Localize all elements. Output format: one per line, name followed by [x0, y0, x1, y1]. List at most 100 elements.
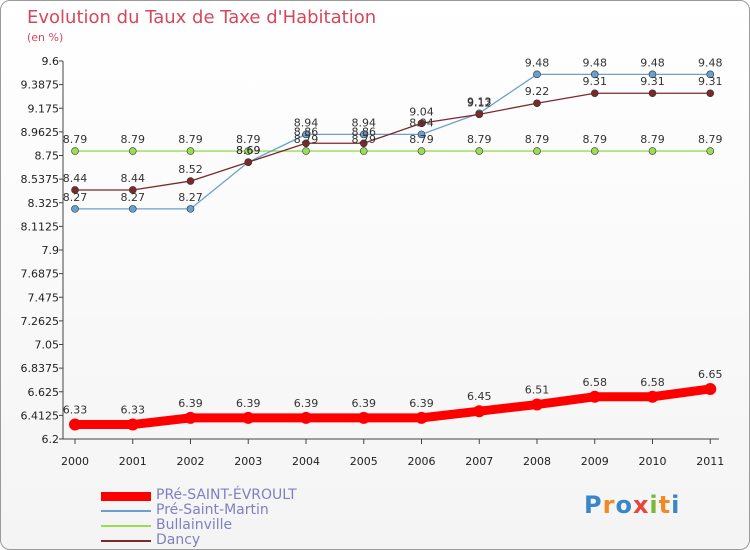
data-label: 9.13 — [467, 95, 492, 108]
data-point — [415, 411, 428, 424]
data-label: 9.31 — [640, 75, 665, 88]
data-point — [71, 186, 79, 194]
x-tick-label: 2009 — [581, 455, 609, 468]
data-label: 8.79 — [409, 133, 434, 146]
y-tick-label: 9.6 — [42, 55, 60, 68]
data-point — [242, 411, 255, 424]
data-point — [533, 70, 541, 79]
y-tick-label: 7.05 — [35, 339, 60, 352]
x-tick-label: 2002 — [177, 455, 205, 468]
data-point — [69, 418, 81, 431]
data-point — [186, 205, 195, 213]
data-label: 9.12 — [467, 96, 492, 109]
data-label: 8.79 — [640, 133, 665, 146]
y-tick-label: 6.2 — [42, 433, 60, 446]
data-point — [357, 411, 370, 424]
data-label: 8.86 — [352, 125, 377, 138]
data-point — [475, 147, 484, 155]
legend-swatch — [101, 492, 151, 501]
data-point — [126, 418, 139, 431]
data-label: 8.79 — [236, 133, 261, 146]
data-point — [646, 390, 659, 403]
data-label: 9.48 — [640, 56, 665, 69]
data-point — [531, 398, 543, 411]
data-label: 8.79 — [294, 133, 319, 146]
data-label: 6.33 — [63, 404, 88, 417]
x-tick-label: 2004 — [292, 455, 320, 468]
x-tick-label: 2005 — [350, 455, 378, 468]
data-point — [473, 405, 486, 418]
legend-swatch — [101, 540, 151, 542]
chart-title: Evolution du Taux de Taxe d'Habitation — [27, 7, 377, 28]
data-point — [128, 147, 137, 155]
data-label: 9.48 — [698, 56, 723, 69]
y-tick-label: 9.175 — [28, 102, 60, 115]
data-label: 8.79 — [178, 133, 203, 146]
data-point — [417, 130, 426, 139]
data-point — [533, 147, 541, 155]
data-label: 8.79 — [698, 133, 723, 146]
data-label: 8.27 — [178, 191, 203, 204]
data-label: 9.48 — [583, 56, 608, 69]
data-point — [590, 70, 599, 79]
y-tick-label: 8.9625 — [21, 126, 60, 139]
data-label: 9.22 — [525, 85, 550, 98]
y-tick-label: 8.1125 — [21, 220, 60, 233]
chart-unit-label: (en %) — [27, 31, 64, 44]
data-point — [128, 205, 137, 213]
proxiti-logo: Proxiti — [584, 491, 681, 519]
x-axis-ticks: 2000 2001 2002 2003 2004 2005 2006 2007 2008 2009… — [61, 439, 724, 468]
data-label: 6.58 — [640, 376, 665, 389]
data-label: 8.52 — [178, 163, 203, 176]
data-point — [184, 411, 197, 424]
y-tick-label: 6.8375 — [21, 362, 60, 375]
plot-area — [69, 70, 717, 431]
x-tick-label: 2003 — [234, 455, 262, 468]
legend-swatch — [101, 525, 151, 527]
data-point — [648, 89, 657, 98]
data-point — [186, 177, 195, 185]
data-point — [244, 158, 253, 166]
series-line — [74, 92, 711, 191]
data-label: 8.94 — [294, 116, 319, 129]
data-point — [359, 147, 368, 155]
y-tick-label: 8.325 — [28, 197, 60, 210]
data-label: 9.31 — [698, 75, 723, 88]
y-tick-label: 6.625 — [28, 386, 60, 399]
y-axis-ticks: 9.6 9.3875 9.175 8.9625 8.75 8.5375 8.325 8.112… — [21, 55, 63, 446]
y-tick-label: 7.9 — [42, 244, 60, 257]
data-label: 6.33 — [121, 404, 146, 417]
data-point — [302, 147, 310, 155]
data-label: 8.79 — [583, 133, 608, 146]
data-label: 8.86 — [294, 125, 319, 138]
data-point — [417, 119, 426, 128]
data-point — [302, 139, 310, 148]
data-point — [71, 205, 79, 213]
data-point — [706, 70, 715, 79]
data-point — [706, 89, 715, 98]
data-label: 9.04 — [409, 105, 434, 118]
legend-swatch — [101, 510, 151, 512]
y-tick-label: 9.3875 — [21, 79, 60, 92]
data-label: 8.79 — [525, 133, 550, 146]
x-tick-label: 2010 — [639, 455, 667, 468]
data-label: 6.39 — [178, 397, 203, 410]
x-tick-label: 2006 — [408, 455, 436, 468]
x-tick-label: 2008 — [523, 455, 551, 468]
data-label: 8.69 — [236, 144, 261, 157]
y-tick-label: 7.6875 — [21, 268, 60, 281]
data-point — [648, 70, 657, 79]
data-point — [300, 411, 312, 424]
data-point — [417, 147, 426, 155]
y-tick-label: 7.475 — [28, 291, 60, 304]
y-tick-label: 7.2625 — [21, 315, 60, 328]
data-point — [590, 147, 599, 155]
legend-label: Dancy — [156, 532, 201, 548]
data-point — [706, 147, 715, 155]
x-tick-label: 2011 — [696, 455, 724, 468]
data-point — [588, 390, 601, 403]
series-line — [70, 384, 715, 430]
x-tick-label: 2000 — [61, 455, 89, 468]
